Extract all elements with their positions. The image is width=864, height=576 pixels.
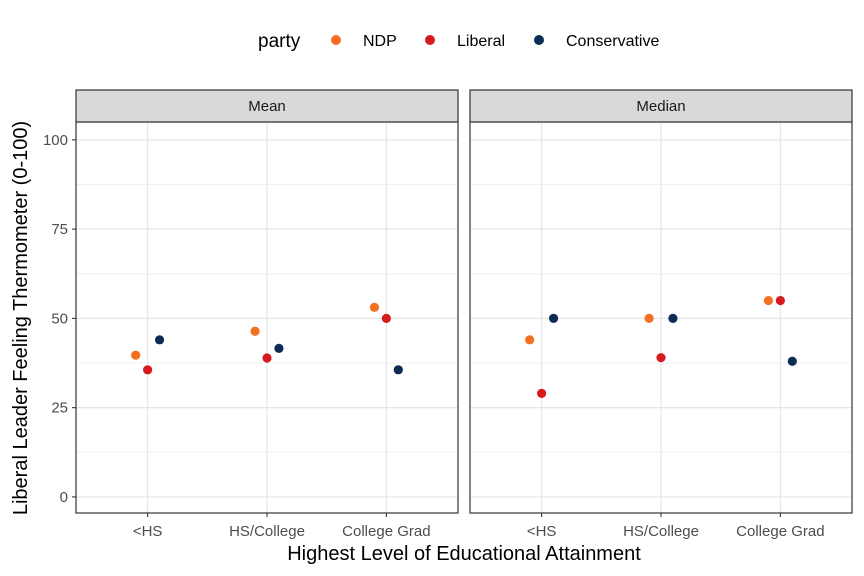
legend-key-ndp [331, 35, 341, 45]
x-tick-label-median: College Grad [736, 523, 824, 540]
point-mean-conservative [154, 335, 165, 345]
point-mean-liberal [143, 365, 153, 375]
x-tick-label-mean: HS/College [229, 523, 305, 540]
point-median-conservative [787, 356, 797, 366]
point-mean-liberal [262, 353, 272, 363]
y-tick-label: 50 [51, 310, 68, 327]
point-mean-ndp [369, 302, 380, 312]
facet-strip-median [469, 89, 853, 123]
x-tick-label-mean: <HS [133, 523, 163, 540]
point-mean-ndp [131, 350, 141, 360]
point-mean-conservative [393, 365, 403, 375]
legend-label-ndp: NDP [363, 33, 397, 50]
y-tick-label: 75 [51, 221, 68, 238]
point-mean-conservative [274, 343, 284, 353]
x-axis-title: Highest Level of Educational Attainment [287, 543, 641, 565]
point-mean-liberal [381, 313, 391, 323]
x-tick-label-mean: College Grad [342, 523, 430, 540]
y-tick-label: 25 [51, 400, 68, 417]
facet-strip-label-mean: Mean [248, 98, 286, 115]
point-median-liberal [775, 295, 785, 306]
y-tick-label: 100 [43, 132, 68, 149]
point-median-ndp [644, 313, 654, 323]
legend-label-liberal: Liberal [457, 33, 505, 50]
y-tick-label: 0 [60, 489, 68, 506]
y-axis-title: Liberal Leader Feeling Thermometer (0-10… [10, 121, 32, 515]
point-mean-ndp [250, 326, 260, 336]
point-median-liberal [537, 388, 547, 398]
point-median-ndp [525, 335, 535, 345]
facet-strip-label-median: Median [636, 98, 685, 115]
point-median-conservative [548, 313, 559, 323]
legend-key-conservative [534, 35, 544, 45]
legend-label-conservative: Conservative [566, 33, 659, 50]
plot-layer: Mean <HS HS/College College Grad 0 25 50 75 100 M… [43, 89, 853, 540]
legend-title: party [258, 31, 301, 52]
x-tick-label-median: HS/College [623, 523, 699, 540]
point-median-liberal [656, 353, 666, 363]
point-median-ndp [763, 295, 774, 306]
facet-strip-mean [75, 89, 459, 123]
point-median-conservative [668, 313, 678, 323]
legend-key-liberal [425, 35, 435, 45]
legend: party NDP Liberal Conservative [258, 31, 659, 52]
x-tick-label-median: <HS [527, 523, 557, 540]
